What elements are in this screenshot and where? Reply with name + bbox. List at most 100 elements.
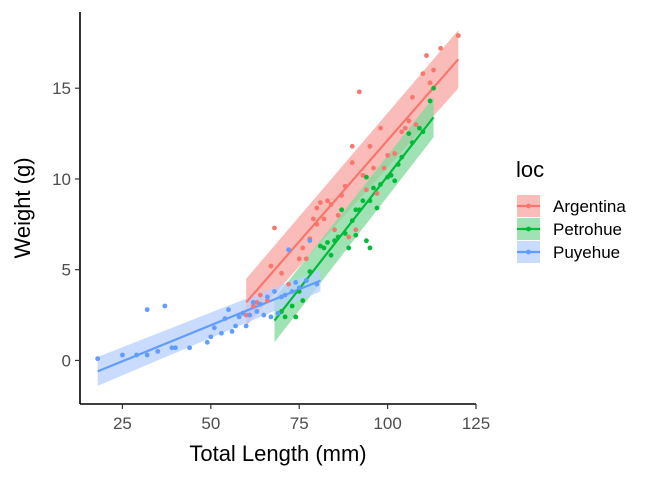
data-point-argentina	[296, 256, 302, 262]
y-tick-label: 5	[62, 261, 71, 280]
data-point-puyehue	[169, 345, 175, 351]
data-point-petrohue	[363, 174, 369, 180]
data-point-puyehue	[229, 329, 235, 334]
data-point-puyehue	[144, 307, 150, 313]
y-axis-title: Weight (g)	[10, 157, 35, 258]
data-point-puyehue	[219, 330, 224, 336]
x-tick-label: 75	[290, 414, 309, 433]
data-point-puyehue	[187, 345, 193, 351]
data-point-puyehue	[264, 294, 270, 300]
data-point-argentina	[300, 245, 306, 251]
data-points	[95, 33, 461, 362]
data-point-argentina	[286, 281, 292, 287]
data-point-argentina	[268, 263, 274, 269]
fit-line-argentina	[245, 58, 460, 304]
y-tick-label: 10	[52, 170, 71, 189]
data-point-puyehue	[261, 312, 267, 318]
data-point-puyehue	[250, 299, 256, 305]
data-point-argentina	[342, 183, 348, 189]
data-point-argentina	[349, 143, 355, 149]
data-point-petrohue	[353, 232, 359, 238]
data-point-puyehue	[134, 352, 139, 358]
legend-items: Argentina Petrohue Puyehue	[517, 195, 626, 263]
data-point-puyehue	[211, 325, 217, 331]
x-tick-label: 100	[373, 414, 401, 433]
data-point-petrohue	[385, 174, 391, 180]
data-point-argentina	[363, 187, 369, 193]
data-point-puyehue	[233, 323, 238, 329]
data-point-petrohue	[307, 269, 313, 274]
legend-label: Puyehue	[553, 243, 620, 262]
y-ticks: 0 5 10 15	[52, 79, 80, 370]
legend-key-point	[526, 226, 531, 232]
data-point-argentina	[409, 94, 415, 100]
data-point-petrohue	[367, 245, 373, 251]
data-point-petrohue	[406, 131, 412, 136]
data-point-argentina	[427, 80, 433, 86]
data-point-puyehue	[272, 289, 277, 294]
plot-panel	[95, 30, 461, 386]
data-point-petrohue	[374, 205, 380, 211]
data-point-puyehue	[257, 301, 263, 307]
data-point-puyehue	[282, 292, 288, 298]
data-point-argentina	[314, 205, 320, 211]
data-point-puyehue	[162, 303, 168, 309]
data-point-argentina	[335, 212, 341, 218]
legend-label: Argentina	[553, 197, 626, 216]
confidence-band-puyehue	[97, 269, 321, 386]
data-point-petrohue	[300, 298, 306, 303]
data-point-argentina	[303, 256, 309, 262]
data-point-argentina	[431, 67, 436, 73]
data-point-petrohue	[346, 245, 352, 251]
y-tick-label: 0	[62, 351, 71, 370]
data-point-puyehue	[303, 278, 309, 283]
data-point-petrohue	[356, 207, 362, 213]
legend: loc Argentina Petrohue Puyehue	[516, 157, 626, 263]
data-point-petrohue	[293, 314, 299, 320]
data-point-argentina	[257, 292, 263, 298]
data-point-argentina	[279, 270, 284, 276]
data-point-argentina	[346, 234, 352, 240]
data-point-petrohue	[296, 289, 302, 294]
data-point-argentina	[381, 165, 387, 171]
data-point-puyehue	[236, 314, 242, 320]
data-point-petrohue	[431, 85, 436, 91]
data-point-petrohue	[328, 252, 334, 258]
data-point-argentina	[420, 71, 426, 77]
data-point-argentina	[349, 160, 355, 166]
data-point-puyehue	[275, 310, 281, 316]
data-point-puyehue	[286, 247, 292, 253]
data-point-petrohue	[392, 178, 398, 184]
data-point-puyehue	[120, 352, 125, 358]
data-point-argentina	[328, 201, 334, 207]
legend-item-argentina: Argentina	[517, 195, 626, 217]
data-point-argentina	[413, 122, 419, 127]
data-point-petrohue	[360, 198, 366, 204]
data-point-argentina	[264, 298, 270, 303]
data-point-petrohue	[325, 240, 330, 245]
data-point-puyehue	[268, 314, 274, 320]
legend-label: Petrohue	[553, 220, 622, 239]
data-point-argentina	[339, 192, 345, 198]
data-point-puyehue	[243, 323, 249, 329]
data-point-argentina	[325, 198, 330, 204]
data-point-argentina	[402, 125, 408, 131]
data-point-petrohue	[349, 218, 355, 224]
data-point-petrohue	[427, 98, 433, 104]
legend-key-point	[526, 203, 531, 209]
x-tick-label: 50	[201, 414, 220, 433]
data-point-argentina	[455, 33, 461, 38]
data-point-petrohue	[339, 207, 345, 213]
data-point-puyehue	[222, 316, 228, 322]
legend-item-puyehue: Puyehue	[517, 241, 620, 263]
data-point-petrohue	[367, 198, 373, 204]
x-axis-title: Total Length (mm)	[189, 441, 366, 466]
data-point-petrohue	[409, 140, 415, 146]
data-point-argentina	[378, 125, 383, 131]
data-point-petrohue	[332, 238, 337, 244]
data-point-petrohue	[321, 245, 327, 251]
data-point-petrohue	[363, 238, 369, 244]
data-point-petrohue	[335, 234, 341, 240]
data-point-argentina	[360, 172, 366, 178]
data-point-puyehue	[204, 339, 210, 345]
